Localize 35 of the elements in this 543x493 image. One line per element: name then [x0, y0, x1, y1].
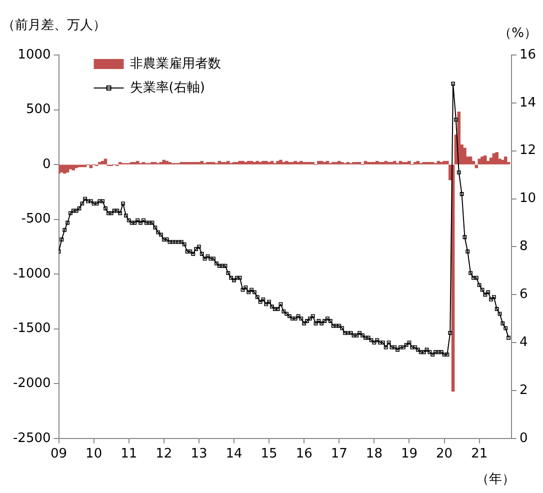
x-tick-label: 10 — [86, 446, 102, 462]
y-tick-label: 500 — [26, 102, 51, 118]
x-tick-label: 16 — [296, 446, 312, 462]
y2-tick-label: 8 — [519, 239, 528, 254]
x-tick-label: 19 — [400, 446, 418, 462]
x-tick-label: 21 — [471, 446, 488, 462]
y2-tick-label: 6 — [519, 287, 528, 302]
y2-tick-label: 2 — [519, 382, 528, 398]
x-tick-label: 15 — [260, 446, 278, 462]
y2-tick-label: 16 — [519, 47, 536, 62]
x-tick-label: 12 — [156, 446, 172, 462]
x-tick-label: 18 — [366, 446, 382, 462]
y-tick-label: -2000 — [12, 376, 51, 392]
y2-tick-label: 0 — [519, 430, 528, 446]
y2-axis-title: （%） — [498, 25, 537, 42]
x-tick-label: 13 — [190, 446, 208, 462]
x-axis-title: （年） — [476, 471, 515, 488]
x-tick-label: 17 — [330, 446, 348, 462]
legend-label: 失業率(右軸) — [130, 79, 205, 96]
legend-label: 非農業雇用者数 — [130, 55, 221, 72]
y-tick-label: 1000 — [18, 47, 51, 62]
y-tick-label: -1500 — [12, 321, 51, 336]
x-tick-label: 20 — [436, 446, 453, 462]
y-axis-title: （前月差、万人） — [2, 17, 106, 34]
y2-tick-label: 14 — [519, 95, 536, 110]
x-tick-label: 09 — [50, 446, 68, 462]
y2-tick-label: 12 — [519, 143, 536, 158]
y-tick-label: -1000 — [12, 266, 51, 282]
x-tick-label: 11 — [120, 446, 138, 462]
y2-tick-label: 4 — [519, 334, 528, 350]
x-tick-label: 14 — [226, 446, 242, 462]
y-tick-label: -500 — [21, 212, 51, 227]
y2-tick-label: 10 — [519, 191, 536, 206]
y-tick-label: 0 — [42, 156, 51, 172]
y-tick-label: -2500 — [12, 430, 51, 446]
